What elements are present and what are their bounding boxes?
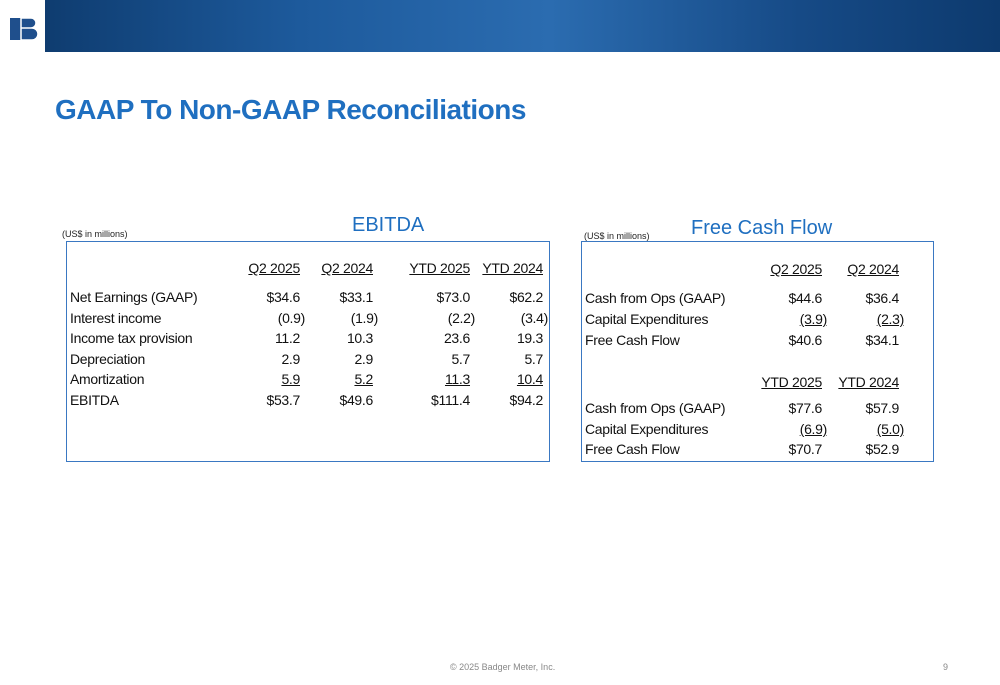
cell-value: 2.9 xyxy=(354,350,373,367)
cell-value: 10.3 xyxy=(346,330,373,346)
cell-value: (5.0) xyxy=(876,421,905,437)
cell-value: $44.6 xyxy=(788,290,822,306)
cell-value: $57.9 xyxy=(865,400,899,416)
logo-mark xyxy=(10,17,39,41)
row-label: Interest income xyxy=(70,309,162,326)
fcf-title: Free Cash Flow xyxy=(691,217,833,239)
row-label: Cash from Ops (GAAP) xyxy=(585,290,726,306)
row-label: Net Earnings (GAAP) xyxy=(70,289,198,305)
ebitda-note: (US$ in millions) xyxy=(62,229,128,239)
column-header: YTD 2024 xyxy=(482,260,543,276)
cell-value: $33.1 xyxy=(339,289,373,305)
cell-value: 10.4 xyxy=(516,371,543,387)
column-header: YTD 2024 xyxy=(838,374,899,390)
cell-value: $53.7 xyxy=(266,391,300,408)
fcf-box xyxy=(581,241,934,462)
column-header: Q2 2025 xyxy=(770,261,822,277)
cell-value: $111.4 xyxy=(431,391,470,408)
row-label: EBITDA xyxy=(70,391,119,408)
fcf-note: (US$ in millions) xyxy=(584,231,650,241)
row-label: Free Cash Flow xyxy=(585,441,680,457)
column-header: YTD 2025 xyxy=(409,260,470,276)
column-header: Q2 2025 xyxy=(248,260,300,276)
ebitda-box xyxy=(66,241,550,462)
cell-value: 11.2 xyxy=(274,330,300,346)
cell-value: $62.2 xyxy=(509,289,543,305)
slide-title: GAAP To Non-GAAP Reconciliations xyxy=(55,94,526,125)
row-label: Capital Expenditures xyxy=(585,421,709,437)
header-banner xyxy=(0,0,1000,52)
cell-value: 2.9 xyxy=(281,350,300,367)
cell-value: 11.3 xyxy=(444,371,470,387)
cell-value: 5.2 xyxy=(354,371,373,387)
cell-value: 5.9 xyxy=(281,371,300,387)
row-label: Depreciation xyxy=(70,350,145,367)
cell-value: $49.6 xyxy=(339,391,373,408)
cell-value: $73.0 xyxy=(436,289,470,305)
row-label: Capital Expenditures xyxy=(585,311,709,327)
column-header: YTD 2025 xyxy=(761,374,822,390)
cell-value: $34.6 xyxy=(266,289,300,305)
cell-value: $40.6 xyxy=(788,332,822,348)
column-header: Q2 2024 xyxy=(321,260,373,276)
cell-value: $52.9 xyxy=(865,441,899,457)
logo xyxy=(0,0,45,52)
row-label: Free Cash Flow xyxy=(585,332,680,348)
cell-value: (2.3) xyxy=(876,311,905,327)
cell-value: (6.9) xyxy=(799,421,828,437)
cell-value: $70.7 xyxy=(788,441,822,457)
cell-value: (0.9) xyxy=(277,309,306,326)
row-label: Amortization xyxy=(70,371,145,387)
row-label: Cash from Ops (GAAP) xyxy=(585,400,726,416)
cell-value: 5.7 xyxy=(524,350,543,367)
cell-value: $34.1 xyxy=(865,332,899,348)
cell-value: (2.2) xyxy=(447,309,476,326)
cell-value: $77.6 xyxy=(788,400,822,416)
cell-value: (3.4) xyxy=(520,309,549,326)
cell-value: $36.4 xyxy=(865,290,899,306)
cell-value: $94.2 xyxy=(509,391,543,408)
column-header: Q2 2024 xyxy=(847,261,899,277)
row-label: Income tax provision xyxy=(70,330,193,346)
ebitda-title: EBITDA xyxy=(352,214,425,236)
cell-value: (1.9) xyxy=(350,309,379,326)
page-number: 9 xyxy=(943,662,949,672)
cell-value: 5.7 xyxy=(451,350,470,367)
cell-value: 19.3 xyxy=(516,330,543,346)
cell-value: (3.9) xyxy=(799,311,828,327)
copyright: © 2025 Badger Meter, Inc. xyxy=(450,662,556,672)
cell-value: 23.6 xyxy=(443,330,470,346)
